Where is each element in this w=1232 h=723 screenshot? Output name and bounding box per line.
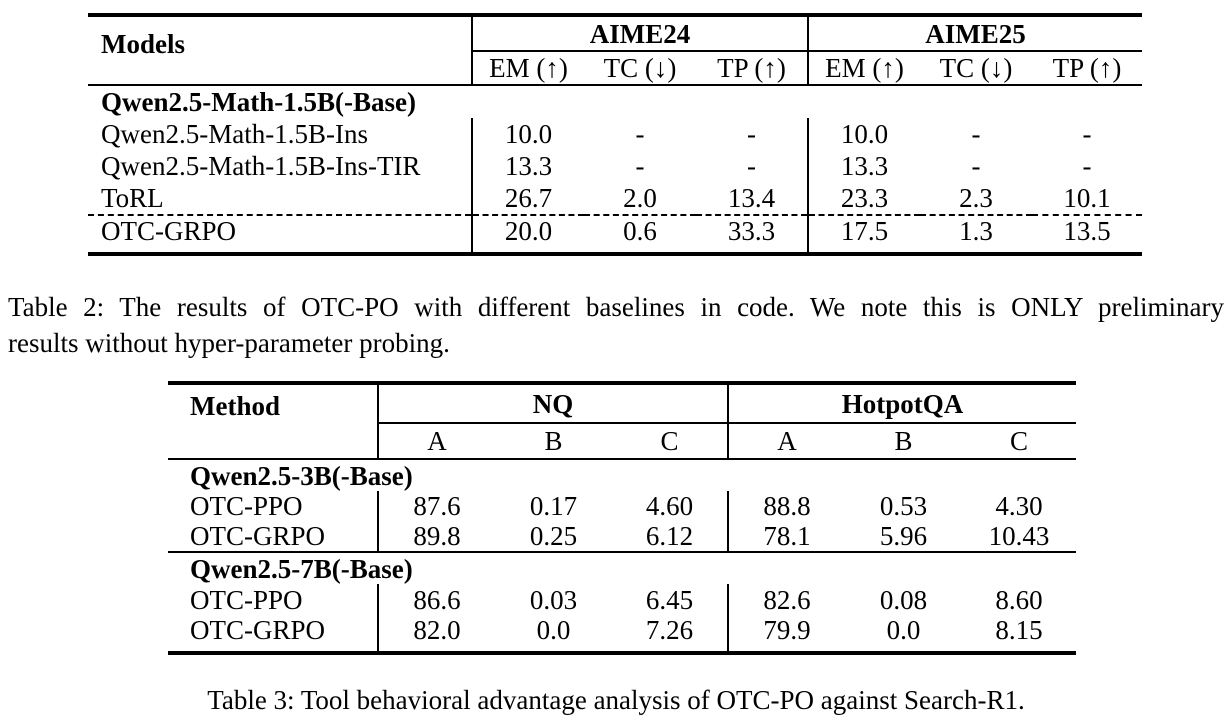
table2-group-aime25: AIME25 (807, 15, 1143, 52)
table-cell: 4.30 (995, 491, 1043, 521)
method-name-cell: OTC-GRPO (190, 615, 326, 645)
table-cell: - (971, 119, 981, 149)
table-cell: 7.26 (645, 615, 694, 645)
table-cell: 0.25 (529, 521, 578, 551)
table-cell: 13.5 (1032, 214, 1143, 254)
table-cell: 23.3 (807, 182, 921, 215)
table-row: ToRL 26.7 2.0 13.4 23.3 2.3 10.1 (88, 182, 1142, 215)
table2-col-tp-aime25: TP (↑) (1032, 51, 1143, 86)
table-cell: 13.3 (471, 150, 584, 182)
table-cell: - (635, 151, 645, 181)
table2-otcpo-results: Models AIME24 AIME25 EM (↑) TC (↓) TP (↑… (88, 13, 1143, 256)
table2-col-em-aime25: EM (↑) (807, 51, 921, 86)
table-cell: 33.3 (696, 214, 809, 254)
table-cell: 13.4 (727, 183, 776, 213)
method-name-cell: OTC-GRPO (190, 521, 326, 551)
table3-subheader-row: A B C A B C (168, 423, 1077, 460)
table-cell: - (747, 151, 757, 181)
table3-section-row: Qwen2.5-7B(-Base) (168, 551, 1077, 584)
table-row: Qwen2.5-Math-1.5B-Ins-TIR 13.3 - - 13.3 … (88, 150, 1142, 182)
table-cell: 6.45 (645, 584, 694, 615)
table-row: Qwen2.5-Math-1.5B-Ins 10.0 - - 10.0 - - (88, 118, 1142, 150)
table2-col-tp-aime24: TP (↑) (696, 51, 809, 86)
table2-section-row: Qwen2.5-Math-1.5B(-Base) (88, 85, 1142, 118)
table-cell: 82.0 (377, 615, 495, 653)
table-cell: 0.08 (879, 584, 928, 615)
table-cell: 10.0 (807, 118, 921, 150)
table-cell: 0.6 (584, 214, 696, 254)
table2-group-header-row: Models AIME24 AIME25 (88, 15, 1143, 86)
table-cell: - (1082, 151, 1092, 181)
table-cell: 1.3 (920, 214, 1033, 254)
table2-group-aime24: AIME24 (470, 15, 809, 52)
table-cell: 8.15 (995, 615, 1043, 645)
table2-caption: Table 2: The results of OTC-PO with diff… (8, 289, 1224, 361)
table-cell: - (1082, 119, 1092, 149)
table2-caption-line1: Table 2: The results of OTC-PO with diff… (8, 292, 1224, 322)
table3-caption: Table 3: Tool behavioral advantage analy… (207, 685, 1025, 715)
table2-caption-line2: results without hyper-parameter probing. (8, 328, 450, 358)
table2-models-header: Models (88, 15, 472, 86)
table-row: OTC-GRPO 89.8 0.25 6.12 78.1 5.96 10.43 (168, 521, 1076, 552)
table3-col-a-nq: A (377, 423, 495, 460)
table3-section-row: Qwen2.5-3B(-Base) (168, 459, 1076, 491)
table-cell: 2.0 (623, 183, 657, 213)
table2-col-tc-aime25: TC (↓) (920, 51, 1033, 86)
table3-section-label: Qwen2.5-3B(-Base) (190, 460, 413, 491)
table-cell: 0.53 (879, 491, 928, 521)
table-cell: 26.7 (471, 182, 584, 215)
table-row: OTC-GRPO 82.0 0.0 7.26 79.9 0.0 8.15 (168, 615, 1076, 653)
table-cell: 79.9 (727, 615, 846, 653)
table-cell: 17.5 (807, 214, 921, 254)
method-name-cell: OTC-PPO (190, 491, 303, 521)
table-row: OTC-PPO 86.6 0.03 6.45 82.6 0.08 8.60 (168, 584, 1076, 615)
table2-subheader-row: EM (↑) TC (↓) TP (↑) EM (↑) TC (↓) TP (↑… (88, 51, 1143, 86)
table-row: OTC-PPO 87.6 0.17 4.60 88.8 0.53 4.30 (168, 491, 1076, 521)
table-cell: 0.0 (886, 615, 921, 645)
table2-col-em-aime24: EM (↑) (471, 51, 584, 86)
table3-group-hotpotqa: HotpotQA (727, 383, 1077, 424)
table-cell: - (635, 119, 645, 149)
table3-col-c-hotpotqa: C (962, 423, 1077, 460)
table-cell: 0.03 (529, 584, 578, 615)
table2-section-label: Qwen2.5-Math-1.5B(-Base) (101, 87, 416, 117)
table-cell: 5.96 (879, 521, 928, 551)
table-cell: 20.0 (471, 214, 584, 254)
table3-col-c-nq: C (612, 423, 729, 460)
table3-col-a-hotpotqa: A (727, 423, 846, 460)
table-cell: 2.3 (959, 183, 993, 213)
table-row-below-dashed-rule: OTC-GRPO 20.0 0.6 33.3 17.5 1.3 13.5 (88, 214, 1143, 254)
table-cell: 87.6 (377, 491, 495, 521)
table-cell: 86.6 (377, 584, 495, 615)
model-name-cell: ToRL (101, 183, 164, 213)
table-cell: 10.1 (1063, 183, 1111, 213)
table-cell: 13.3 (807, 150, 921, 182)
table-cell: 4.60 (645, 491, 694, 521)
table3-method-header: Method (168, 383, 378, 460)
table-cell: 88.8 (727, 491, 846, 521)
table-cell: - (747, 119, 757, 149)
method-name-cell: OTC-PPO (190, 584, 303, 615)
table3-col-b-hotpotqa: B (845, 423, 963, 460)
table3-group-header-row: Method NQ HotpotQA (168, 383, 1077, 460)
table-cell: 0.17 (529, 491, 578, 521)
table-cell: 10.43 (988, 521, 1050, 551)
table3-group-nq: NQ (376, 383, 729, 424)
model-name-cell: Qwen2.5-Math-1.5B-Ins-TIR (101, 151, 421, 181)
table3-section-label: Qwen2.5-7B(-Base) (168, 551, 1077, 584)
table-cell: 82.6 (727, 584, 846, 615)
table3-col-b-nq: B (495, 423, 612, 460)
table-cell: 8.60 (995, 584, 1043, 615)
table2-col-tc-aime24: TC (↓) (584, 51, 696, 86)
model-name-cell: OTC-GRPO (88, 214, 472, 254)
table-cell: 0.0 (536, 615, 571, 645)
table-cell: - (971, 151, 981, 181)
table-cell: 89.8 (377, 521, 495, 552)
table-cell: 6.12 (645, 521, 694, 551)
table3-tool-behavior: Method NQ HotpotQA A B C A B C Qwen2.5-3… (168, 381, 1077, 655)
table-cell: 10.0 (471, 118, 584, 150)
table-cell: 78.1 (727, 521, 846, 552)
model-name-cell: Qwen2.5-Math-1.5B-Ins (101, 119, 368, 149)
